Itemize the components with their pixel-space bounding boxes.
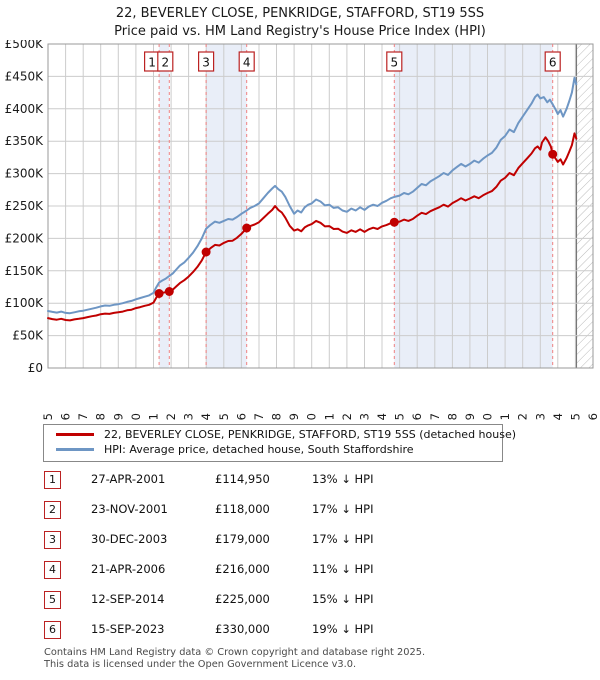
chart-title: 22, BEVERLEY CLOSE, PENKRIDGE, STAFFORD,… [0, 5, 600, 41]
svg-text:£150K: £150K [5, 264, 45, 278]
table-row: 4 21-APR-2006 £216,000 11% ↓ HPI [0, 561, 600, 581]
svg-text:2016: 2016 [410, 413, 424, 420]
sale-number-badge: 3 [44, 531, 61, 549]
sale-price: £114,950 [215, 472, 270, 486]
svg-text:2002: 2002 [164, 413, 178, 420]
svg-text:2003: 2003 [182, 413, 196, 420]
svg-text:1997: 1997 [76, 413, 90, 420]
svg-text:£450K: £450K [5, 69, 45, 83]
table-row: 3 30-DEC-2003 £179,000 17% ↓ HPI [0, 531, 600, 551]
svg-text:£300K: £300K [5, 167, 45, 181]
svg-text:2004: 2004 [199, 413, 213, 420]
svg-text:2020: 2020 [481, 413, 495, 420]
chart-title-line2: Price paid vs. HM Land Registry's House … [114, 24, 486, 39]
svg-text:2024: 2024 [551, 413, 565, 420]
sale-date: 30-DEC-2003 [91, 532, 168, 546]
svg-text:2008: 2008 [270, 413, 284, 420]
sale-vs-hpi: 19% ↓ HPI [312, 622, 374, 636]
svg-text:£250K: £250K [5, 199, 45, 213]
svg-text:£350K: £350K [5, 134, 45, 148]
property-line-swatch [56, 433, 94, 436]
sale-number-badge: 4 [44, 561, 61, 579]
license-footer: Contains HM Land Registry data © Crown c… [44, 647, 584, 670]
svg-text:1999: 1999 [111, 413, 125, 420]
table-row: 2 23-NOV-2001 £118,000 17% ↓ HPI [0, 501, 600, 521]
sale-vs-hpi: 11% ↓ HPI [312, 562, 374, 576]
svg-text:2: 2 [161, 56, 169, 70]
sale-price: £179,000 [215, 532, 270, 546]
legend-hpi-label: HPI: Average price, detached house, Sout… [104, 443, 414, 456]
sale-price: £118,000 [215, 502, 270, 516]
chart-legend: 22, BEVERLEY CLOSE, PENKRIDGE, STAFFORD,… [43, 424, 516, 462]
chart-title-line1: 22, BEVERLEY CLOSE, PENKRIDGE, STAFFORD,… [115, 6, 485, 21]
svg-text:2026: 2026 [586, 413, 600, 420]
svg-text:2022: 2022 [516, 413, 530, 420]
legend-row-hpi: HPI: Average price, detached house, Sout… [44, 442, 502, 457]
svg-text:2018: 2018 [445, 413, 459, 420]
price-chart: 1 2 3 4 5 6 £0 £50K £100K £150K £200K £250K £300K £35… [5, 40, 600, 420]
svg-text:2012: 2012 [340, 413, 354, 420]
svg-text:5: 5 [390, 56, 398, 70]
svg-text:£500K: £500K [5, 40, 45, 51]
sale-number-badge: 5 [44, 591, 61, 609]
svg-text:2009: 2009 [287, 413, 301, 420]
sale-price: £216,000 [215, 562, 270, 576]
sale-vs-hpi: 13% ↓ HPI [312, 472, 374, 486]
svg-text:3: 3 [202, 56, 210, 70]
hpi-line-swatch [56, 448, 94, 451]
svg-text:4: 4 [243, 56, 251, 70]
sale-date: 23-NOV-2001 [91, 502, 168, 516]
sale-price: £330,000 [215, 622, 270, 636]
svg-text:£100K: £100K [5, 296, 45, 310]
svg-text:2025: 2025 [568, 413, 582, 420]
svg-text:1998: 1998 [94, 413, 108, 420]
sale-price: £225,000 [215, 592, 270, 606]
svg-text:£50K: £50K [12, 329, 44, 343]
sale-number-badge: 2 [44, 501, 61, 519]
svg-text:£0: £0 [28, 361, 43, 375]
svg-text:1: 1 [148, 56, 156, 70]
svg-text:£200K: £200K [5, 231, 45, 245]
sale-vs-hpi: 17% ↓ HPI [312, 502, 374, 516]
sale-date: 21-APR-2006 [91, 562, 166, 576]
svg-text:2000: 2000 [129, 413, 143, 420]
sale-number-badge: 6 [44, 621, 61, 639]
legend-row-property: 22, BEVERLEY CLOSE, PENKRIDGE, STAFFORD,… [44, 427, 516, 442]
svg-text:1995: 1995 [41, 413, 55, 420]
svg-text:2023: 2023 [533, 413, 547, 420]
table-row: 1 27-APR-2001 £114,950 13% ↓ HPI [0, 471, 600, 491]
svg-text:6: 6 [549, 56, 557, 70]
footer-line1: Contains HM Land Registry data © Crown c… [44, 647, 426, 658]
svg-text:2015: 2015 [393, 413, 407, 420]
svg-text:£400K: £400K [5, 102, 45, 116]
table-row: 6 15-SEP-2023 £330,000 19% ↓ HPI [0, 621, 600, 641]
sale-date: 15-SEP-2023 [91, 622, 165, 636]
sale-number-badge: 1 [44, 471, 61, 489]
svg-text:2017: 2017 [428, 413, 442, 420]
svg-text:2019: 2019 [463, 413, 477, 420]
sale-date: 27-APR-2001 [91, 472, 166, 486]
table-row: 5 12-SEP-2014 £225,000 15% ↓ HPI [0, 591, 600, 611]
footer-line2: This data is licensed under the Open Gov… [44, 658, 357, 670]
svg-text:2007: 2007 [252, 413, 266, 420]
svg-text:2010: 2010 [305, 413, 319, 420]
svg-text:2021: 2021 [498, 413, 512, 420]
sale-date: 12-SEP-2014 [91, 592, 165, 606]
svg-text:2011: 2011 [322, 413, 336, 420]
svg-text:2014: 2014 [375, 413, 389, 420]
sale-vs-hpi: 15% ↓ HPI [312, 592, 374, 606]
svg-text:2001: 2001 [147, 413, 161, 420]
svg-text:2006: 2006 [234, 413, 248, 420]
svg-text:1996: 1996 [59, 413, 73, 420]
svg-text:2005: 2005 [217, 413, 231, 420]
svg-text:2013: 2013 [358, 413, 372, 420]
sale-vs-hpi: 17% ↓ HPI [312, 532, 374, 546]
legend-property-label: 22, BEVERLEY CLOSE, PENKRIDGE, STAFFORD,… [104, 428, 517, 441]
